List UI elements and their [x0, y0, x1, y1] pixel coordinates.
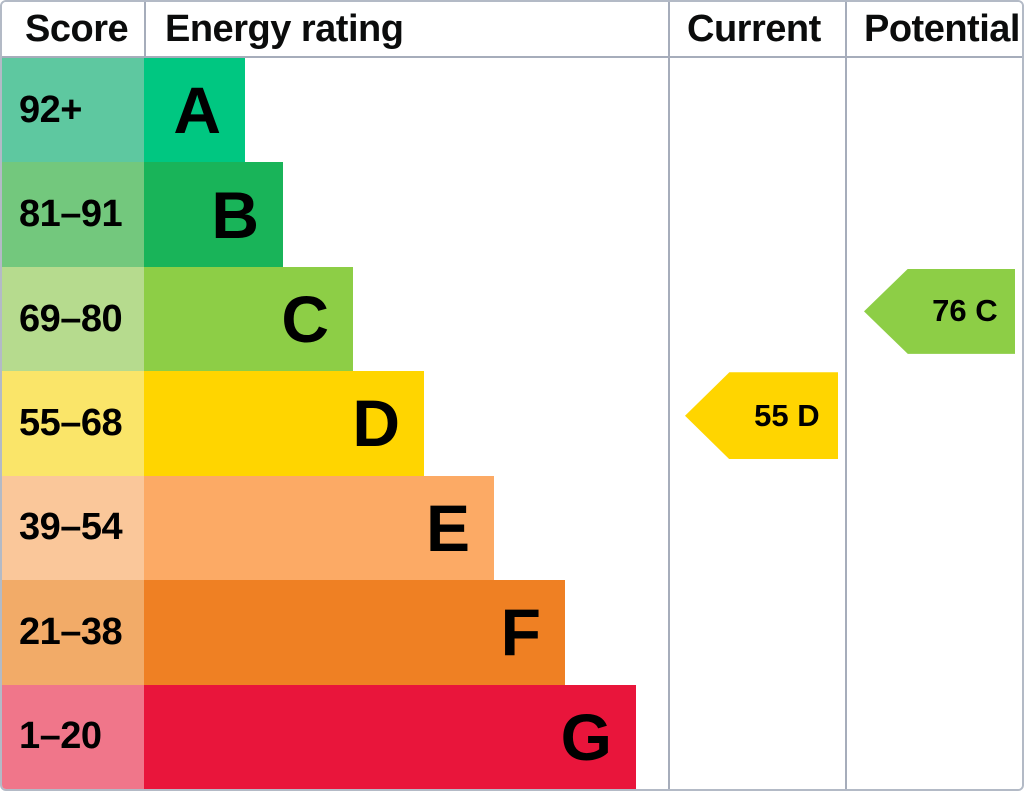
score-range-f: 21–38 [2, 580, 144, 685]
potential-rating-arrow: 76 C [864, 268, 1015, 354]
header-energy-rating: Energy rating [144, 2, 668, 58]
bar-cell-d: D [144, 371, 668, 476]
bar-cell-a: A [144, 58, 668, 163]
potential-cell-f [845, 580, 1022, 685]
potential-cell-g [845, 684, 1022, 789]
score-range-d: 55–68 [2, 371, 144, 476]
current-rating-arrow: 55 D [685, 372, 838, 460]
current-cell-e [668, 475, 845, 581]
rating-bar-g: G [144, 684, 636, 789]
rating-bar-c: C [144, 266, 353, 372]
bar-cell-b: B [144, 162, 668, 267]
bar-cell-c: C [144, 266, 668, 372]
bar-cell-g: G [144, 684, 668, 789]
header-potential: Potential [845, 2, 1022, 58]
potential-cell-d [845, 371, 1022, 476]
rating-bar-e: E [144, 475, 494, 581]
current-cell-c [668, 266, 845, 372]
current-cell-b [668, 162, 845, 267]
bar-cell-f: F [144, 580, 668, 685]
score-range-a: 92+ [2, 58, 144, 163]
potential-cell-e [845, 475, 1022, 581]
header-score: Score [2, 2, 144, 58]
potential-cell-a [845, 58, 1022, 163]
current-cell-g [668, 684, 845, 789]
score-range-g: 1–20 [2, 684, 144, 789]
current-cell-d: 55 D [668, 371, 845, 476]
potential-cell-c: 76 C [845, 266, 1022, 372]
score-range-c: 69–80 [2, 266, 144, 372]
potential-cell-b [845, 162, 1022, 267]
header-current: Current [668, 2, 845, 58]
rating-bar-a: A [144, 58, 245, 163]
rating-bar-b: B [144, 162, 283, 267]
current-cell-f [668, 580, 845, 685]
bar-cell-e: E [144, 475, 668, 581]
score-range-b: 81–91 [2, 162, 144, 267]
rating-bar-f: F [144, 580, 565, 685]
current-cell-a [668, 58, 845, 163]
score-range-e: 39–54 [2, 475, 144, 581]
rating-bar-d: D [144, 371, 424, 476]
